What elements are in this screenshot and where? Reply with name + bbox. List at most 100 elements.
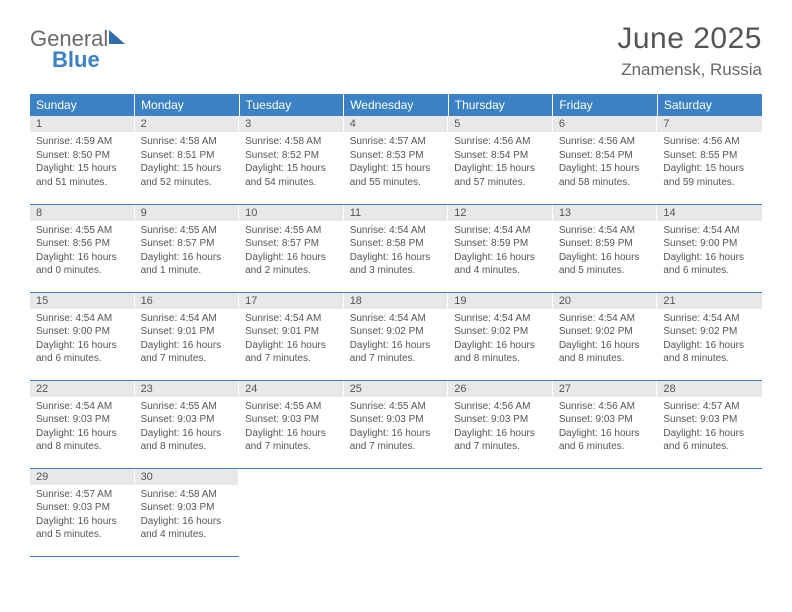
day-cell: 12Sunrise: 4:54 AMSunset: 8:59 PMDayligh… [448, 204, 553, 292]
day-body: Sunrise: 4:54 AMSunset: 8:58 PMDaylight:… [344, 221, 449, 282]
daylight-text: Daylight: 16 hours and 3 minutes. [350, 251, 443, 278]
day-body: Sunrise: 4:54 AMSunset: 9:01 PMDaylight:… [135, 309, 240, 370]
daylight-text: Daylight: 16 hours and 8 minutes. [663, 339, 756, 366]
daylight-text: Daylight: 16 hours and 5 minutes. [559, 251, 652, 278]
day-cell [448, 468, 553, 556]
sunset-text: Sunset: 8:59 PM [454, 237, 547, 251]
day-cell: 7Sunrise: 4:56 AMSunset: 8:55 PMDaylight… [657, 116, 762, 204]
daylight-text: Daylight: 16 hours and 8 minutes. [141, 427, 234, 454]
day-body: Sunrise: 4:56 AMSunset: 9:03 PMDaylight:… [448, 397, 553, 458]
daylight-text: Daylight: 16 hours and 6 minutes. [559, 427, 652, 454]
day-body: Sunrise: 4:54 AMSunset: 9:02 PMDaylight:… [657, 309, 762, 370]
sunset-text: Sunset: 8:59 PM [559, 237, 652, 251]
sunset-text: Sunset: 9:03 PM [454, 413, 547, 427]
daylight-text: Daylight: 16 hours and 6 minutes. [663, 427, 756, 454]
sunrise-text: Sunrise: 4:57 AM [663, 400, 756, 414]
day-body: Sunrise: 4:54 AMSunset: 9:02 PMDaylight:… [344, 309, 449, 370]
day-body: Sunrise: 4:58 AMSunset: 9:03 PMDaylight:… [135, 485, 240, 546]
day-cell: 30Sunrise: 4:58 AMSunset: 9:03 PMDayligh… [135, 468, 240, 556]
day-body: Sunrise: 4:56 AMSunset: 8:55 PMDaylight:… [657, 132, 762, 193]
sunrise-text: Sunrise: 4:54 AM [559, 224, 652, 238]
daylight-text: Daylight: 16 hours and 5 minutes. [36, 515, 129, 542]
sunset-text: Sunset: 9:03 PM [141, 501, 234, 515]
sunset-text: Sunset: 8:57 PM [245, 237, 338, 251]
day-number: 20 [553, 293, 658, 309]
daylight-text: Daylight: 16 hours and 1 minute. [141, 251, 234, 278]
sunset-text: Sunset: 8:58 PM [350, 237, 443, 251]
daylight-text: Daylight: 15 hours and 55 minutes. [350, 162, 443, 189]
day-cell: 3Sunrise: 4:58 AMSunset: 8:52 PMDaylight… [239, 116, 344, 204]
day-cell: 2Sunrise: 4:58 AMSunset: 8:51 PMDaylight… [135, 116, 240, 204]
daylight-text: Daylight: 16 hours and 7 minutes. [350, 427, 443, 454]
day-cell: 13 Sunrise: 4:54 AMSunset: 8:59 PMDayligh… [553, 204, 658, 292]
sunrise-text: Sunrise: 4:57 AM [36, 488, 129, 502]
sunrise-text: Sunrise: 4:54 AM [663, 224, 756, 238]
day-body: Sunrise: 4:59 AMSunset: 8:50 PMDaylight:… [30, 132, 135, 193]
day-cell: 6Sunrise: 4:56 AMSunset: 8:54 PMDaylight… [553, 116, 658, 204]
sunrise-text: Sunrise: 4:56 AM [663, 135, 756, 149]
day-body: Sunrise: 4:55 AMSunset: 8:56 PMDaylight:… [30, 221, 135, 282]
week-row: 22Sunrise: 4:54 AMSunset: 9:03 PMDayligh… [30, 380, 762, 468]
sunset-text: Sunset: 8:52 PM [245, 149, 338, 163]
sunset-text: Sunset: 9:01 PM [141, 325, 234, 339]
day-number: 14 [657, 205, 762, 221]
day-body: Sunrise: 4:57 AMSunset: 8:53 PMDaylight:… [344, 132, 449, 193]
sunset-text: Sunset: 9:03 PM [245, 413, 338, 427]
day-number: 9 [135, 205, 240, 221]
day-body: Sunrise: 4:55 AMSunset: 8:57 PMDaylight:… [239, 221, 344, 282]
day-number: 29 [30, 469, 135, 485]
day-number: 26 [448, 381, 553, 397]
sunset-text: Sunset: 9:03 PM [350, 413, 443, 427]
sunrise-text: Sunrise: 4:57 AM [350, 135, 443, 149]
day-body: Sunrise: 4:58 AMSunset: 8:51 PMDaylight:… [135, 132, 240, 193]
sunset-text: Sunset: 8:53 PM [350, 149, 443, 163]
sunrise-text: Sunrise: 4:54 AM [559, 312, 652, 326]
sunrise-text: Sunrise: 4:54 AM [663, 312, 756, 326]
sunrise-text: Sunrise: 4:56 AM [559, 400, 652, 414]
calendar-table: Sunday Monday Tuesday Wednesday Thursday… [30, 94, 762, 557]
day-number: 24 [239, 381, 344, 397]
day-number: 7 [657, 116, 762, 132]
day-body: Sunrise: 4:54 AMSunset: 9:02 PMDaylight:… [553, 309, 658, 370]
day-cell: 10Sunrise: 4:55 AMSunset: 8:57 PMDayligh… [239, 204, 344, 292]
day-number: 13 [553, 205, 658, 221]
day-body: Sunrise: 4:54 AMSunset: 9:02 PMDaylight:… [448, 309, 553, 370]
daylight-text: Daylight: 16 hours and 2 minutes. [245, 251, 338, 278]
day-cell: 27Sunrise: 4:56 AMSunset: 9:03 PMDayligh… [553, 380, 658, 468]
sunset-text: Sunset: 9:01 PM [245, 325, 338, 339]
daylight-text: Daylight: 15 hours and 59 minutes. [663, 162, 756, 189]
day-cell: 16Sunrise: 4:54 AMSunset: 9:01 PMDayligh… [135, 292, 240, 380]
day-number: 10 [239, 205, 344, 221]
day-body: Sunrise: 4:55 AMSunset: 8:57 PMDaylight:… [135, 221, 240, 282]
day-body: Sunrise: 4:54 AMSunset: 9:03 PMDaylight:… [30, 397, 135, 458]
day-cell: 17Sunrise: 4:54 AMSunset: 9:01 PMDayligh… [239, 292, 344, 380]
day-number: 12 [448, 205, 553, 221]
sunrise-text: Sunrise: 4:54 AM [141, 312, 234, 326]
day-cell [657, 468, 762, 556]
daylight-text: Daylight: 16 hours and 8 minutes. [454, 339, 547, 366]
day-number: 18 [344, 293, 449, 309]
sunrise-text: Sunrise: 4:55 AM [141, 400, 234, 414]
day-cell: 8Sunrise: 4:55 AMSunset: 8:56 PMDaylight… [30, 204, 135, 292]
daylight-text: Daylight: 16 hours and 7 minutes. [141, 339, 234, 366]
week-row: 29 Sunrise: 4:57 AM Sunset: 9:03 PM Dayligh… [30, 468, 762, 556]
day-cell: 23 Sunrise: 4:55 AMSunset: 9:03 PMDayligh… [135, 380, 240, 468]
day-cell: 21Sunrise: 4:54 AMSunset: 9:02 PMDayligh… [657, 292, 762, 380]
day-cell: 25Sunrise: 4:55 AMSunset: 9:03 PMDayligh… [344, 380, 449, 468]
sunset-text: Sunset: 9:03 PM [559, 413, 652, 427]
sunset-text: Sunset: 8:57 PM [141, 237, 234, 251]
day-body: Sunrise: 4:54 AMSunset: 9:01 PMDaylight:… [239, 309, 344, 370]
day-cell: 26Sunrise: 4:56 AMSunset: 9:03 PMDayligh… [448, 380, 553, 468]
week-row: 1Sunrise: 4:59 AMSunset: 8:50 PMDaylight… [30, 116, 762, 204]
sunset-text: Sunset: 9:02 PM [663, 325, 756, 339]
day-header: Wednesday [344, 94, 449, 116]
daylight-text: Daylight: 16 hours and 8 minutes. [36, 427, 129, 454]
day-number: 23 [135, 381, 240, 397]
sunrise-text: Sunrise: 4:54 AM [36, 312, 129, 326]
day-number: 16 [135, 293, 240, 309]
sunset-text: Sunset: 9:03 PM [141, 413, 234, 427]
day-number: 11 [344, 205, 449, 221]
day-number: 1 [30, 116, 135, 132]
day-body: Sunrise: 4:54 AMSunset: 9:00 PMDaylight:… [657, 221, 762, 282]
daylight-text: Daylight: 15 hours and 52 minutes. [141, 162, 234, 189]
